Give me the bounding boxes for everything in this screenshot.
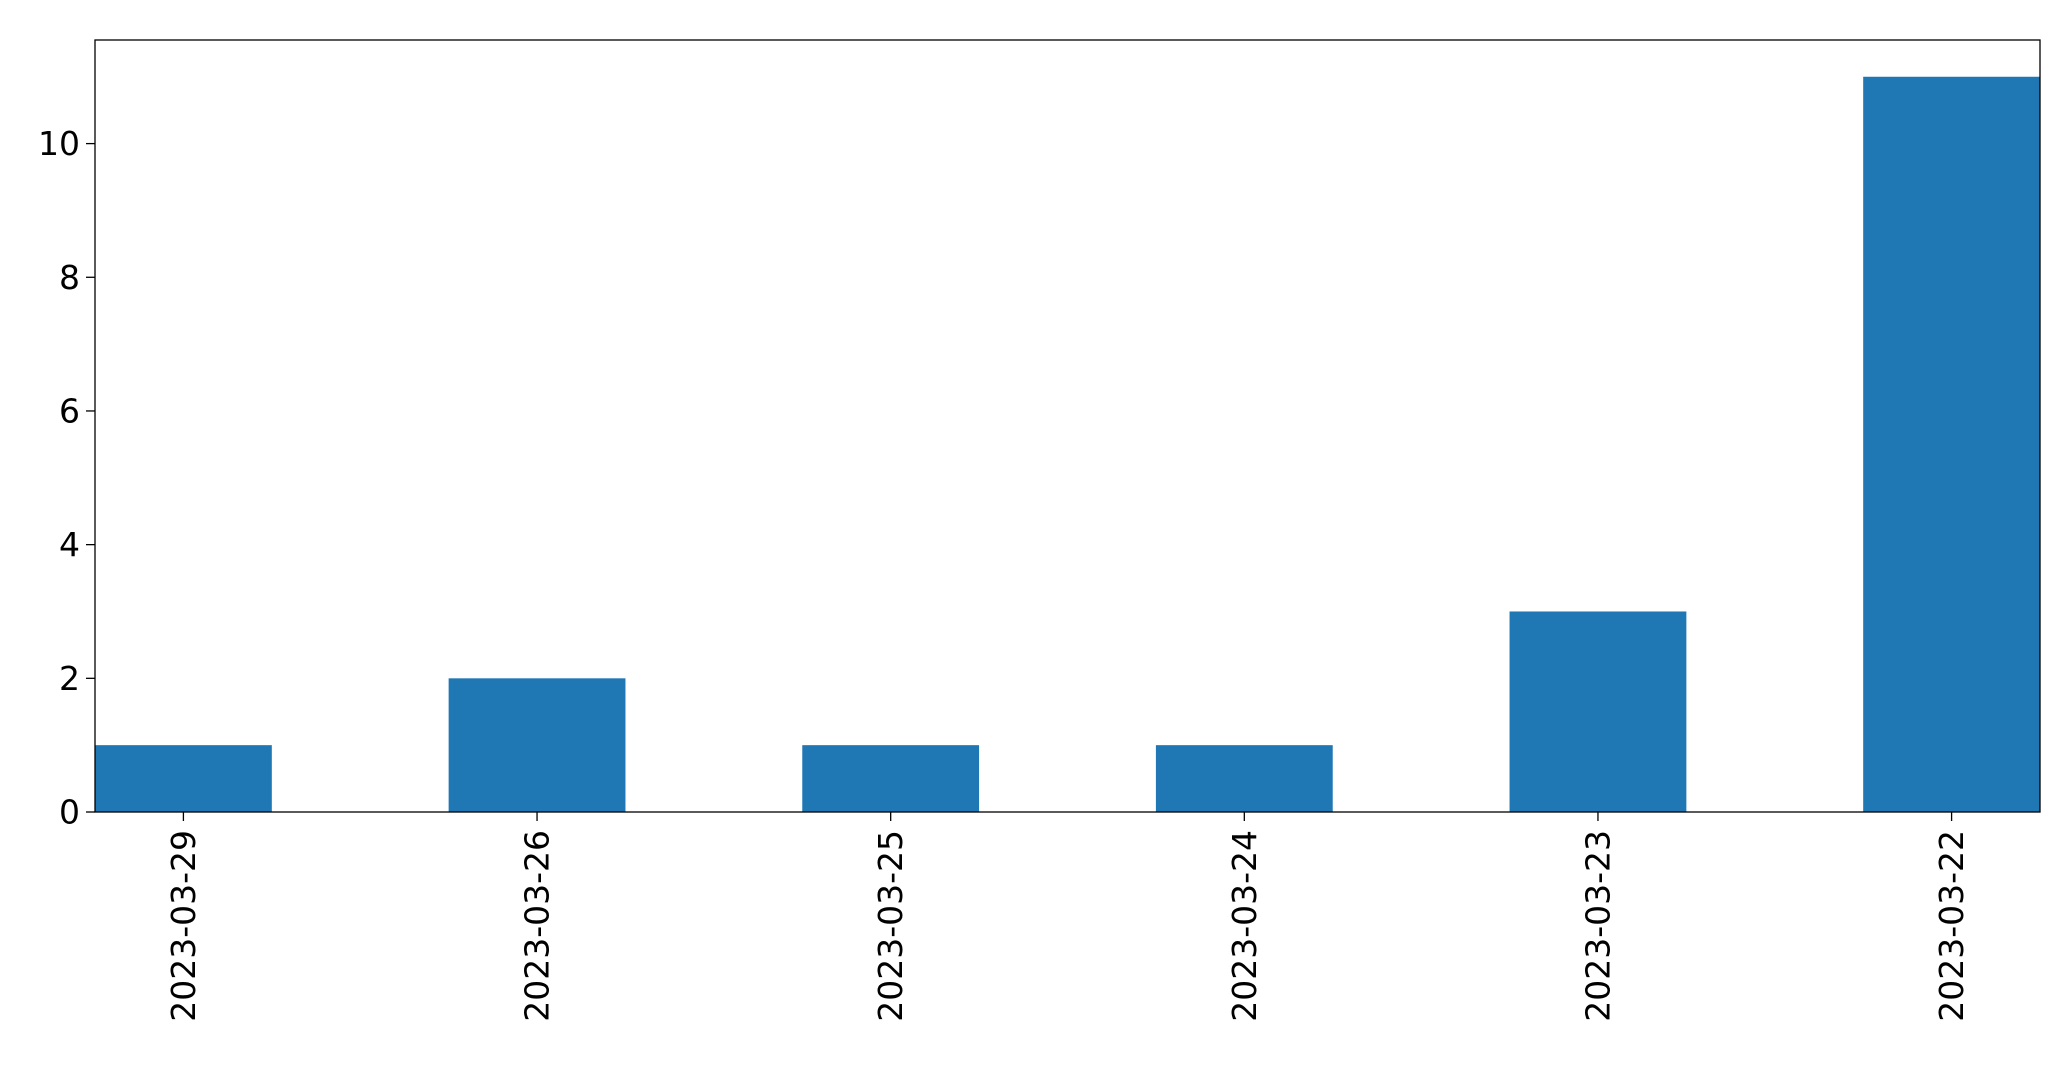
bar-2023-03-29 bbox=[95, 745, 272, 812]
x-tick-label: 2023-03-24 bbox=[1225, 830, 1264, 1022]
y-tick-label: 6 bbox=[59, 391, 80, 430]
y-tick-label: 0 bbox=[59, 793, 80, 832]
y-tick-label: 4 bbox=[59, 525, 80, 564]
x-tick-label: 2023-03-26 bbox=[518, 830, 557, 1022]
bars-layer bbox=[95, 76, 2040, 812]
bar-2023-03-26 bbox=[448, 678, 626, 812]
bar-2023-03-22 bbox=[1863, 76, 2040, 812]
x-tick-label: 2023-03-23 bbox=[1578, 830, 1617, 1022]
y-tick-label: 8 bbox=[59, 258, 80, 297]
y-axis: 0 2 4 6 8 10 bbox=[38, 124, 95, 832]
x-axis: 2023-03-29 2023-03-26 2023-03-25 2023-03-24… bbox=[164, 812, 1971, 1022]
x-tick-label: 2023-03-25 bbox=[871, 830, 910, 1022]
x-tick-label: 2023-03-29 bbox=[164, 830, 203, 1022]
y-tick-label: 2 bbox=[59, 659, 80, 698]
bar-2023-03-25 bbox=[802, 745, 980, 812]
plot-frame bbox=[94, 39, 2041, 813]
x-tick-label: 2023-03-22 bbox=[1932, 830, 1971, 1022]
y-tick-label: 10 bbox=[38, 124, 80, 163]
bar-2023-03-23 bbox=[1509, 611, 1687, 812]
bar-2023-03-24 bbox=[1155, 745, 1333, 812]
